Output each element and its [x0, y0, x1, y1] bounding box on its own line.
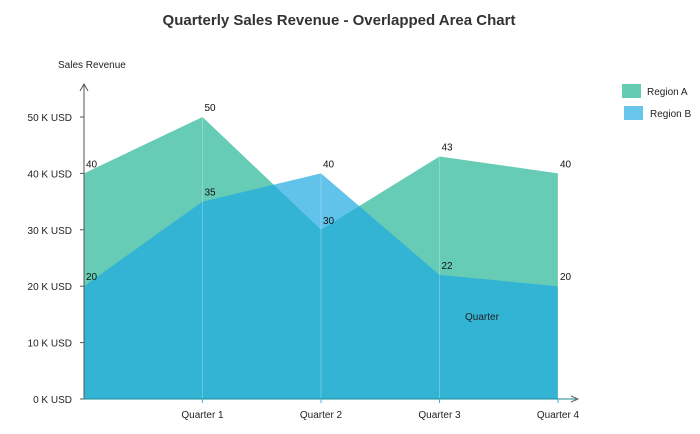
x-axis-arrow: [570, 395, 580, 403]
area-region-b: [84, 173, 558, 399]
data-label: 40: [560, 159, 572, 170]
data-label: 20: [86, 272, 98, 283]
y-tick-label: 20 K USD: [28, 282, 72, 293]
data-label: 22: [442, 261, 454, 272]
y-tick-label: 30 K USD: [28, 226, 72, 237]
data-label: 20: [560, 272, 572, 283]
legend-swatch: [624, 106, 643, 120]
legend-label: Region A: [647, 87, 688, 98]
y-tick-label: 0 K USD: [33, 395, 72, 406]
y-tick-label: 10 K USD: [28, 339, 72, 350]
y-tick-label: 50 K USD: [28, 113, 72, 124]
x-tick-label: Quarter 3: [418, 410, 461, 421]
y-tick-label: 40 K USD: [28, 169, 72, 180]
data-label: 35: [205, 188, 217, 199]
legend-swatch: [622, 84, 641, 98]
data-label: 43: [442, 142, 454, 153]
chart-title: Quarterly Sales Revenue - Overlapped Are…: [163, 12, 516, 29]
x-tick-label: Quarter 4: [537, 410, 580, 421]
x-axis-label: Quarter: [465, 312, 500, 323]
data-label: 40: [323, 159, 335, 170]
data-label: 30: [323, 216, 335, 227]
y-axis-label: Sales Revenue: [58, 60, 126, 71]
y-axis-arrow: [79, 82, 89, 92]
data-label: 50: [205, 103, 217, 114]
x-tick-label: Quarter 2: [300, 410, 343, 421]
x-tick-label: Quarter 1: [181, 410, 224, 421]
legend-label: Region B: [650, 109, 691, 120]
data-label: 40: [86, 159, 98, 170]
